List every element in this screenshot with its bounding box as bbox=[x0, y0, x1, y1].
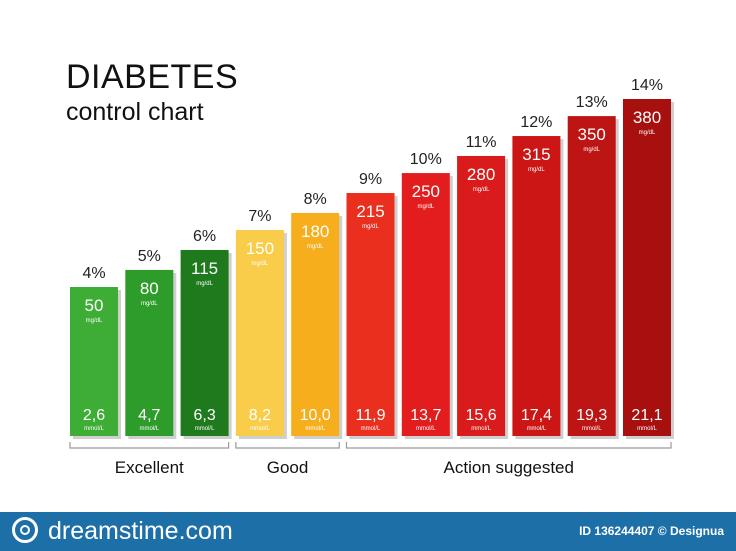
mgdl-value-label: 150 bbox=[246, 239, 274, 258]
bar-chart: 4% 50 mg/dL 2,6 mmol/L 5% 80 mg/dL 4,7 mmol/L 6% 11… bbox=[69, 77, 674, 477]
mmol-value-label: 6,3 bbox=[193, 407, 215, 424]
footer-bar: dreamstime.com ID 136244407 © Designua bbox=[0, 512, 736, 551]
mmol-value-label: 15,6 bbox=[466, 407, 497, 424]
dreamstime-logo-icon bbox=[12, 517, 38, 543]
mmol-unit-label: mmol/L bbox=[305, 426, 325, 432]
mgdl-unit-label: mg/dL bbox=[307, 244, 324, 250]
mmol-unit-label: mmol/L bbox=[195, 426, 215, 432]
bar bbox=[401, 173, 450, 436]
mgdl-value-label: 350 bbox=[578, 125, 606, 144]
mgdl-unit-label: mg/dL bbox=[141, 301, 158, 307]
mmol-unit-label: mmol/L bbox=[84, 426, 104, 432]
mmol-value-label: 19,3 bbox=[576, 407, 607, 424]
group-bracket bbox=[69, 442, 230, 449]
footer-credit: ID 136244407 © Designua bbox=[579, 524, 724, 538]
bar bbox=[235, 230, 284, 436]
mmol-unit-label: mmol/L bbox=[361, 426, 381, 432]
percent-label: 8% bbox=[304, 191, 327, 208]
group-bracket bbox=[345, 442, 672, 449]
group-label: Excellent bbox=[115, 458, 184, 477]
mgdl-value-label: 80 bbox=[140, 279, 159, 298]
bar bbox=[346, 193, 395, 436]
bar bbox=[457, 155, 506, 436]
mgdl-unit-label: mg/dL bbox=[639, 130, 656, 136]
percent-label: 4% bbox=[82, 265, 105, 282]
mgdl-value-label: 250 bbox=[412, 182, 440, 201]
group-label: Action suggested bbox=[444, 458, 574, 477]
mgdl-value-label: 180 bbox=[301, 222, 329, 241]
mmol-value-label: 2,6 bbox=[83, 407, 105, 424]
mgdl-unit-label: mg/dL bbox=[196, 281, 213, 287]
mgdl-unit-label: mg/dL bbox=[583, 147, 600, 153]
percent-label: 11% bbox=[466, 134, 497, 151]
mgdl-unit-label: mg/dL bbox=[86, 318, 103, 324]
mgdl-value-label: 50 bbox=[85, 296, 104, 315]
mmol-value-label: 8,2 bbox=[249, 407, 271, 424]
chart-title: DIABETES bbox=[66, 58, 239, 96]
bar bbox=[180, 249, 229, 436]
percent-label: 10% bbox=[410, 151, 442, 168]
mgdl-value-label: 115 bbox=[191, 259, 218, 278]
mgdl-value-label: 280 bbox=[467, 165, 495, 184]
percent-label: 7% bbox=[248, 208, 271, 225]
percent-label: 6% bbox=[193, 228, 216, 245]
mmol-unit-label: mmol/L bbox=[582, 426, 602, 432]
mgdl-unit-label: mg/dL bbox=[528, 167, 545, 173]
mgdl-value-label: 215 bbox=[356, 202, 384, 221]
bar bbox=[125, 269, 174, 436]
mgdl-unit-label: mg/dL bbox=[252, 261, 269, 267]
percent-label: 12% bbox=[520, 114, 552, 131]
bar bbox=[623, 99, 671, 436]
mgdl-unit-label: mg/dL bbox=[417, 204, 434, 210]
mmol-value-label: 17,4 bbox=[521, 407, 552, 424]
percent-label: 13% bbox=[576, 94, 608, 111]
mmol-unit-label: mmol/L bbox=[416, 426, 436, 432]
mmol-value-label: 4,7 bbox=[138, 407, 160, 424]
mmol-unit-label: mmol/L bbox=[471, 426, 491, 432]
mmol-value-label: 11,9 bbox=[356, 407, 386, 424]
mgdl-value-label: 315 bbox=[522, 145, 550, 164]
mmol-value-label: 10,0 bbox=[300, 407, 331, 424]
mgdl-value-label: 380 bbox=[633, 108, 661, 127]
mgdl-unit-label: mg/dL bbox=[473, 187, 490, 193]
mmol-unit-label: mmol/L bbox=[527, 426, 547, 432]
mmol-unit-label: mmol/L bbox=[139, 426, 159, 432]
percent-label: 9% bbox=[359, 171, 382, 188]
bar bbox=[291, 212, 340, 436]
mgdl-unit-label: mg/dL bbox=[362, 224, 379, 230]
bar bbox=[567, 116, 616, 436]
bar bbox=[512, 136, 561, 436]
group-bracket bbox=[235, 442, 340, 449]
bar bbox=[70, 287, 118, 436]
percent-label: 5% bbox=[138, 248, 161, 265]
mmol-value-label: 21,1 bbox=[631, 407, 662, 424]
mmol-unit-label: mmol/L bbox=[637, 426, 657, 432]
group-label: Good bbox=[267, 458, 309, 477]
percent-label: 14% bbox=[631, 77, 663, 94]
footer-brand: dreamstime.com bbox=[48, 517, 233, 545]
mmol-unit-label: mmol/L bbox=[250, 426, 270, 432]
mmol-value-label: 13,7 bbox=[410, 407, 441, 424]
chart-subtitle: control chart bbox=[66, 98, 204, 126]
